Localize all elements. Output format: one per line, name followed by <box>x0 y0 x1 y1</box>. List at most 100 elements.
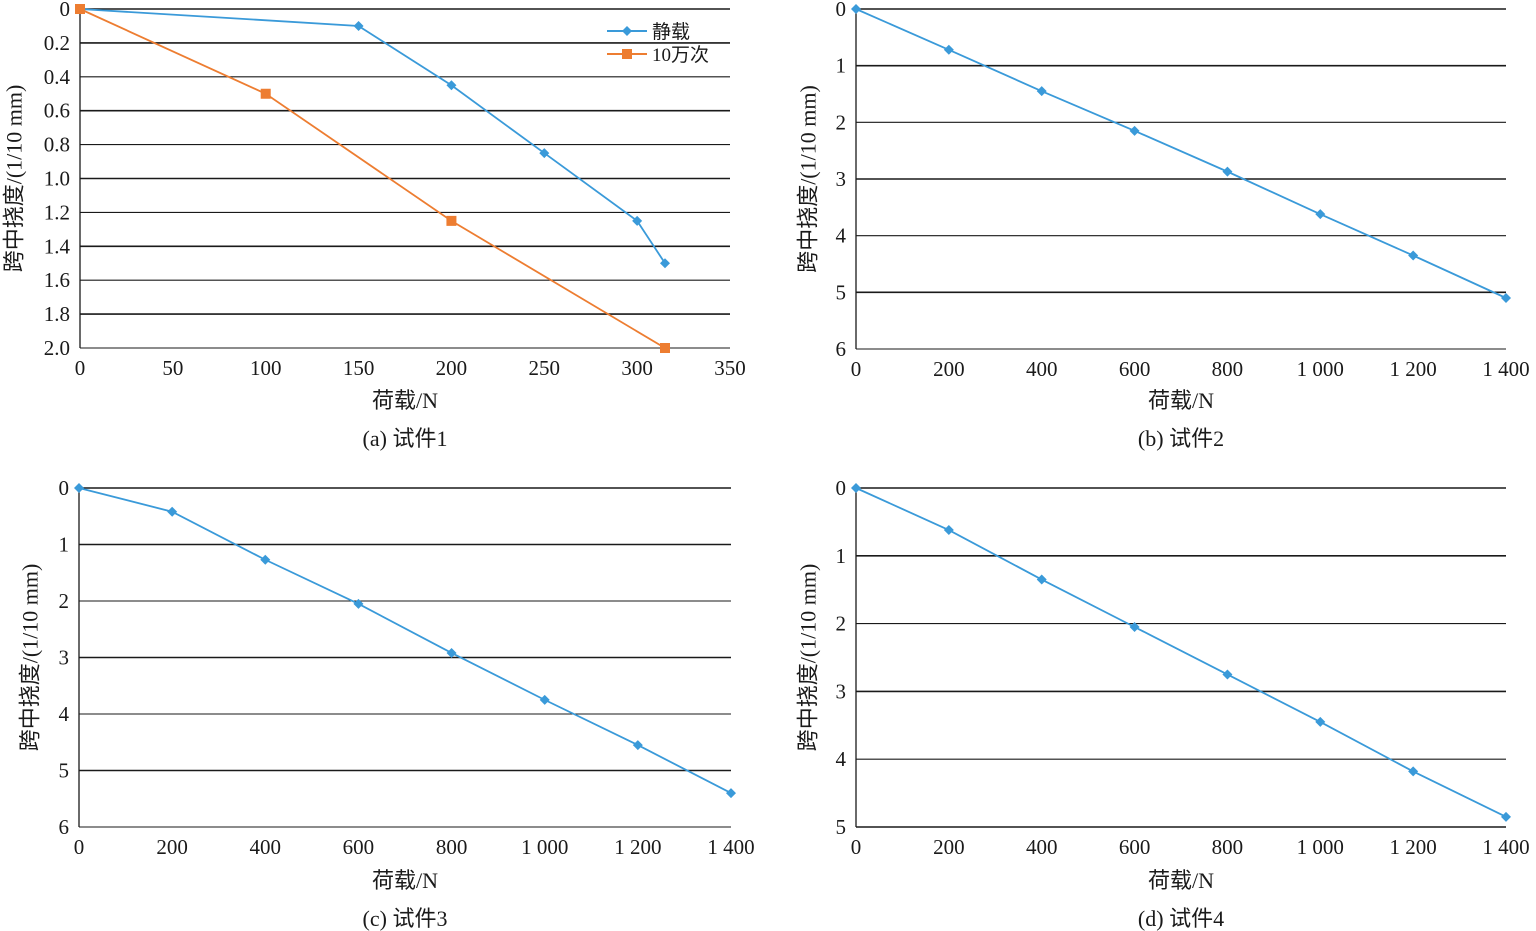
y-tick-label: 1.0 <box>44 167 70 191</box>
y-tick-label: 0.6 <box>44 99 70 123</box>
legend-label: 静载 <box>652 21 690 43</box>
x-tick-label: 800 <box>436 835 468 859</box>
data-point-diamond <box>446 80 457 91</box>
series-line <box>855 487 1507 818</box>
x-tick-label: 0 <box>851 357 862 381</box>
data-point-diamond <box>1501 811 1511 822</box>
x-tick-label: 1 400 <box>1482 357 1529 381</box>
panel-caption: (d) 试件4 <box>1138 906 1224 931</box>
y-tick-label: 1 <box>59 533 70 557</box>
x-tick-label: 1 000 <box>1297 835 1344 859</box>
y-tick-label: 1.6 <box>44 268 70 292</box>
data-point-diamond <box>943 525 954 536</box>
y-tick-label: 1.4 <box>44 234 71 258</box>
x-tick-label: 150 <box>343 356 375 380</box>
y-axis-label: 跨中挠度/(1/10 mm) <box>796 564 821 752</box>
x-tick-label: 1 000 <box>521 835 568 859</box>
x-axis-label: 荷载/N <box>1148 388 1214 413</box>
y-tick-label: 2 <box>836 612 847 636</box>
x-axis-label: 荷载/N <box>372 388 438 413</box>
data-point-square <box>446 215 457 226</box>
data-point-square <box>75 4 85 14</box>
series-line <box>79 8 666 264</box>
x-tick-label: 600 <box>1119 357 1151 381</box>
x-axis-label: 荷载/N <box>1148 868 1214 893</box>
x-tick-label: 600 <box>343 835 375 859</box>
x-tick-label: 1 000 <box>1297 357 1344 381</box>
data-point-diamond <box>1315 716 1326 727</box>
series-line <box>79 8 666 349</box>
y-tick-label: 1 <box>836 544 847 568</box>
y-tick-label: 0.4 <box>44 65 71 89</box>
data-point-diamond <box>1408 766 1419 777</box>
y-axis-label: 跨中挠度/(1/10 mm) <box>796 85 821 273</box>
y-tick-label: 0 <box>60 0 71 21</box>
x-tick-label: 200 <box>436 356 468 380</box>
x-tick-label: 400 <box>250 835 282 859</box>
data-point-diamond <box>539 148 550 159</box>
y-tick-label: 0.2 <box>44 31 70 55</box>
data-point-diamond <box>74 483 84 493</box>
data-point-diamond <box>539 694 550 705</box>
legend-marker-square <box>622 49 632 59</box>
data-point-diamond <box>632 215 643 226</box>
y-tick-label: 4 <box>836 747 847 771</box>
y-tick-label: 3 <box>836 167 847 191</box>
y-tick-label: 6 <box>59 815 70 839</box>
y-tick-label: 0 <box>836 476 847 500</box>
x-tick-label: 800 <box>1212 357 1244 381</box>
x-tick-label: 50 <box>162 356 183 380</box>
data-point-diamond <box>446 647 457 658</box>
y-tick-label: 1.8 <box>44 302 70 326</box>
data-point-square <box>260 88 271 99</box>
x-tick-label: 0 <box>74 835 85 859</box>
chart-panel-a: 00.20.40.60.81.01.21.41.61.82.00 50 100 150… <box>2 0 746 451</box>
data-point-diamond <box>851 4 861 14</box>
series-line <box>78 487 732 794</box>
y-axis-label: 跨中挠度/(1/10 mm) <box>2 85 27 273</box>
legend-label: 10万次 <box>652 44 709 66</box>
x-tick-label: 800 <box>1212 835 1244 859</box>
x-tick-label: 200 <box>933 835 965 859</box>
y-tick-label: 0.8 <box>44 133 70 157</box>
x-tick-label: 200 <box>156 835 188 859</box>
x-tick-label: 0 <box>851 835 862 859</box>
x-tick-label: 1 200 <box>1390 357 1437 381</box>
y-tick-label: 6 <box>836 337 847 361</box>
data-point-diamond <box>1129 125 1140 136</box>
data-point-diamond <box>943 44 954 55</box>
panel-caption: (a) 试件1 <box>363 426 448 451</box>
x-tick-label: 200 <box>933 357 965 381</box>
data-point-diamond <box>1036 574 1047 585</box>
y-tick-label: 2 <box>59 589 70 613</box>
y-tick-label: 5 <box>836 280 847 304</box>
x-tick-label: 400 <box>1026 357 1058 381</box>
x-tick-label: 1 400 <box>1482 835 1529 859</box>
y-tick-label: 5 <box>59 759 70 783</box>
x-tick-label: 1 400 <box>707 835 754 859</box>
panel-caption: (c) 试件3 <box>363 906 448 931</box>
y-axis-label: 跨中挠度/(1/10 mm) <box>18 564 43 752</box>
y-tick-label: 2.0 <box>44 336 70 360</box>
x-tick-label: 100 <box>250 356 282 380</box>
x-axis-label: 荷载/N <box>372 868 438 893</box>
x-tick-label: 250 <box>529 356 561 380</box>
x-tick-label: 600 <box>1119 835 1151 859</box>
data-point-diamond <box>353 20 364 31</box>
x-tick-label: 1 200 <box>614 835 661 859</box>
y-tick-label: 1 <box>836 54 847 78</box>
y-tick-label: 1.2 <box>44 200 70 224</box>
data-point-diamond <box>167 506 178 517</box>
y-tick-label: 3 <box>59 646 70 670</box>
data-point-diamond <box>1501 293 1511 303</box>
data-point-diamond <box>726 788 736 799</box>
y-tick-label: 0 <box>836 0 847 21</box>
data-point-diamond <box>632 740 643 751</box>
data-point-diamond <box>851 483 861 493</box>
x-tick-label: 300 <box>621 356 653 380</box>
y-tick-label: 4 <box>836 224 847 248</box>
